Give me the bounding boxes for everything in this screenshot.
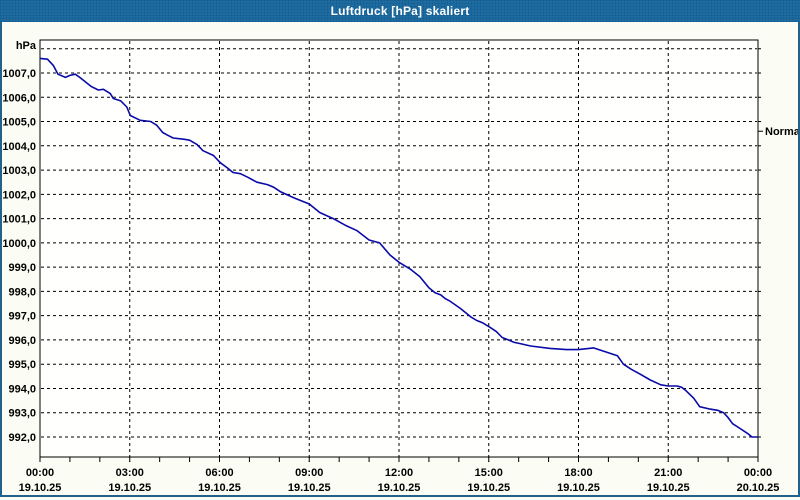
y-tick-label: 1002,0 <box>2 189 36 201</box>
y-tick-label: 998,0 <box>8 286 36 298</box>
x-date-label: 19.10.25 <box>378 482 421 494</box>
y-unit-label: hPa <box>16 40 37 52</box>
y-tick-label: 1001,0 <box>2 214 36 226</box>
x-time-label: 15:00 <box>475 467 503 479</box>
y-tick-label: 994,0 <box>8 383 36 395</box>
y-tick-label: 1007,0 <box>2 68 36 80</box>
y-tick-label: 999,0 <box>8 262 36 274</box>
x-time-label: 12:00 <box>385 467 413 479</box>
window-title-bar[interactable]: Luftdruck [hPa] skaliert <box>0 0 800 22</box>
x-date-label: 19.10.25 <box>198 482 241 494</box>
x-date-label: 19.10.25 <box>19 482 62 494</box>
x-date-label: 20.10.25 <box>737 482 780 494</box>
x-time-label: 00:00 <box>744 467 772 479</box>
normal-label: Normal <box>765 126 800 138</box>
plot-border <box>39 39 759 458</box>
y-tick-label: 1006,0 <box>2 92 36 104</box>
x-date-label: 19.10.25 <box>288 482 331 494</box>
window-title: Luftdruck [hPa] skaliert <box>330 4 470 18</box>
y-tick-label: 993,0 <box>8 408 36 420</box>
y-tick-label: 1004,0 <box>2 141 36 153</box>
x-date-label: 19.10.25 <box>647 482 690 494</box>
x-date-label: 19.10.25 <box>557 482 600 494</box>
pressure-line <box>39 57 758 438</box>
x-time-label: 09:00 <box>295 467 323 479</box>
y-tick-label: 1000,0 <box>2 238 36 250</box>
x-date-label: 19.10.25 <box>108 482 151 494</box>
y-tick-label: 1005,0 <box>2 117 36 129</box>
y-tick-label: 996,0 <box>8 335 36 347</box>
x-time-label: 21:00 <box>654 467 682 479</box>
x-time-label: 03:00 <box>116 467 144 479</box>
x-date-label: 19.10.25 <box>467 482 510 494</box>
y-tick-label: 992,0 <box>8 432 36 444</box>
x-time-label: 06:00 <box>205 467 233 479</box>
y-tick-label: 997,0 <box>8 311 36 323</box>
x-time-label: 18:00 <box>564 467 592 479</box>
y-tick-label: 995,0 <box>8 359 36 371</box>
x-time-label: 00:00 <box>26 467 54 479</box>
y-tick-label: 1003,0 <box>2 165 36 177</box>
